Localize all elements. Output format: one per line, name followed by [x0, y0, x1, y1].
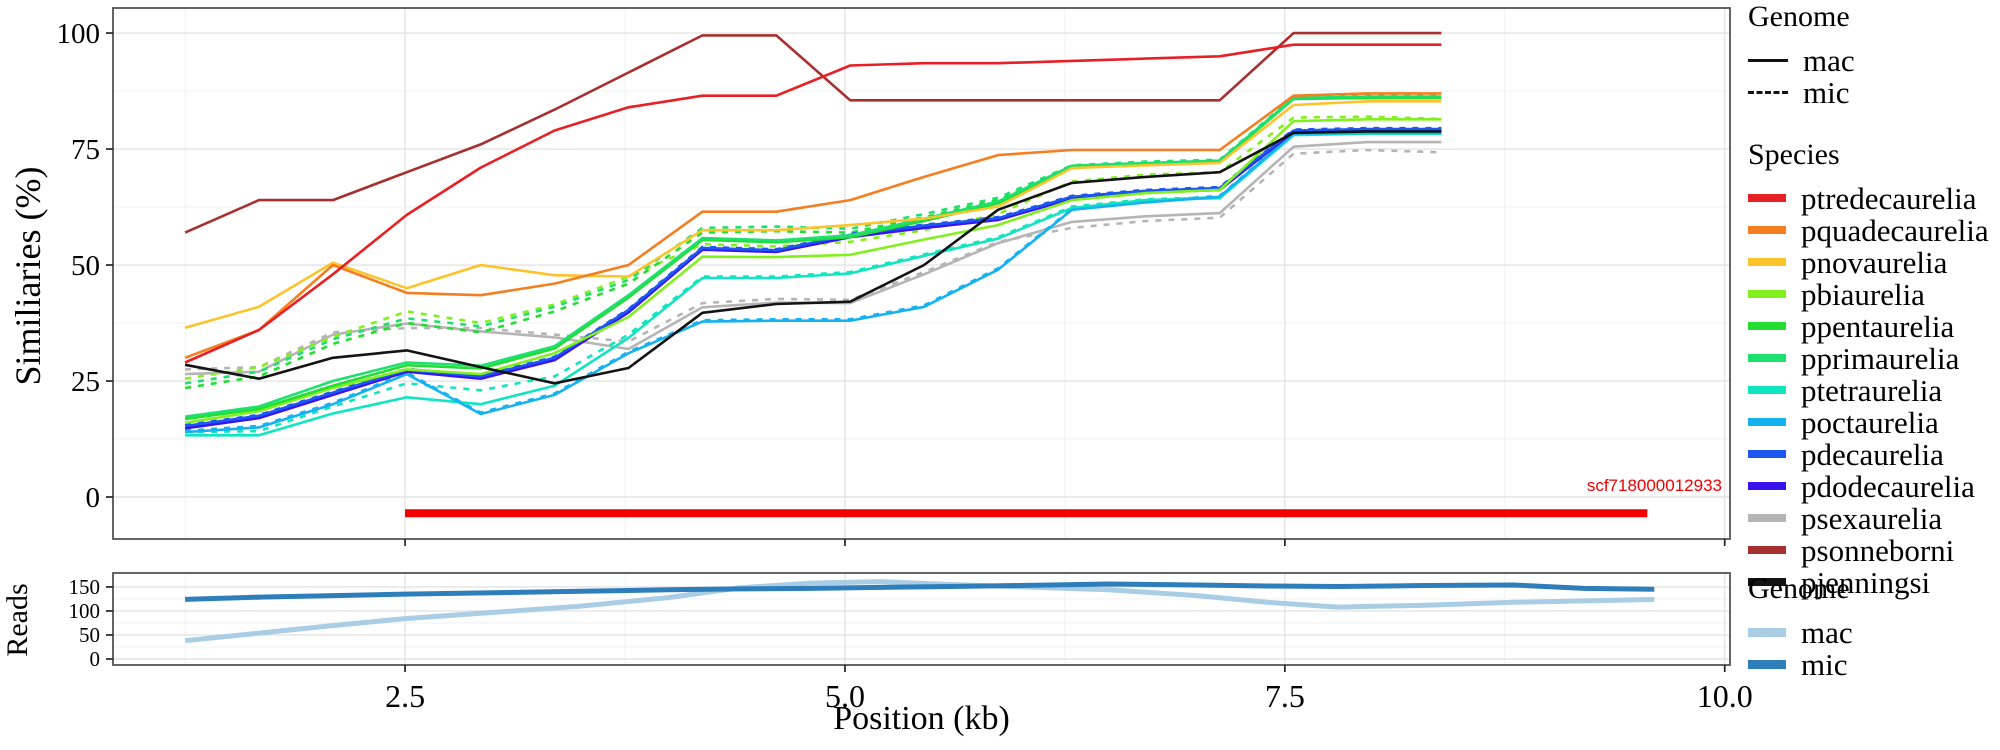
x-tick-label: 10.0: [1697, 678, 1753, 714]
legend-item-label: pquadecaurelia: [1801, 212, 1989, 248]
legend-item-label: ptredecaurelia: [1801, 180, 1977, 216]
legend-item-pprimaurelia: pprimaurelia: [1748, 342, 1998, 374]
color-key-icon: [1748, 627, 1786, 637]
legend-genome-linetype: Genome mac mic: [1748, 0, 1998, 108]
color-key-icon: [1748, 659, 1786, 669]
series-ptetraurelia-mic: [185, 131, 1442, 434]
legend-item-mic: mic: [1748, 648, 1998, 680]
scaffold-annotation-label: scf718000012933: [1586, 476, 1722, 495]
legend-genome-reads-items: mac mic: [1748, 616, 1998, 680]
legend-item-label: psonneborni: [1801, 532, 1955, 568]
legend-item-label: pprimaurelia: [1801, 340, 1960, 376]
color-key-icon: [1748, 386, 1786, 394]
y-tick-label: 0: [90, 647, 101, 671]
x-axis-title: Position (kb): [833, 700, 1010, 737]
legend-item-label: pdecaurelia: [1801, 436, 1944, 472]
legend-item-pnovaurelia: pnovaurelia: [1748, 246, 1998, 278]
color-key-icon: [1748, 482, 1786, 490]
panel-similarities: 0 25 50 75 100: [57, 7, 1731, 546]
legend-item-label: pbiaurelia: [1801, 276, 1925, 312]
y-tick-label: 75: [71, 134, 100, 166]
y-axis-title-reads: Reads: [1, 583, 34, 657]
legend-item-label: pjenningsi: [1801, 564, 1931, 600]
color-key-icon: [1748, 450, 1786, 458]
legend-item-ppentaurelia: ppentaurelia: [1748, 310, 1998, 342]
legend-item-pjenningsi: pjenningsi: [1748, 566, 1998, 598]
x-tick-label: 2.5: [385, 678, 425, 714]
legend-column: Genome mac mic Species ptredecaurelia pqua…: [1748, 0, 1998, 598]
color-key-icon: [1748, 418, 1786, 426]
color-key-icon: [1748, 258, 1786, 266]
series-pbiaurelia-mac: [184, 118, 1442, 425]
legend-item-label: pdodecaurelia: [1801, 468, 1975, 504]
legend-genome-reads-title: Genome: [1748, 572, 1850, 605]
dashed-line-key-icon: [1748, 90, 1788, 94]
legend-item-pdecaurelia: pdecaurelia: [1748, 438, 1998, 470]
solid-line-key-icon: [1748, 58, 1788, 62]
series-reads-mic: [185, 581, 1655, 602]
y-tick-label: 25: [71, 366, 100, 398]
x-tick-label: 7.5: [1265, 678, 1305, 714]
series-ptredecaurelia-mac: [184, 43, 1442, 364]
legend-item-ptetraurelia: ptetraurelia: [1748, 374, 1998, 406]
legend-item-pquadecaurelia: pquadecaurelia: [1748, 214, 1998, 246]
y-tick-label: 50: [79, 623, 100, 647]
legend-item-mac: mac: [1748, 44, 1998, 76]
legend-item-pdodecaurelia: pdodecaurelia: [1748, 470, 1998, 502]
color-key-icon: [1748, 354, 1786, 362]
color-key-icon: [1748, 194, 1786, 202]
y-tick-label: 100: [69, 599, 101, 623]
legend-item-pbiaurelia: pbiaurelia: [1748, 278, 1998, 310]
series-pdodecaurelia-mac: [184, 129, 1442, 430]
color-key-icon: [1748, 226, 1786, 234]
legend-item-label: pnovaurelia: [1801, 244, 1948, 280]
legend-item-label: mic: [1803, 74, 1850, 110]
legend-item-ptredecaurelia: ptredecaurelia: [1748, 182, 1998, 214]
x-tick-label: 5.0: [825, 678, 865, 714]
y-tick-label: 150: [69, 575, 101, 599]
color-key-icon: [1748, 322, 1786, 330]
legend-item-psexaurelia: psexaurelia: [1748, 502, 1998, 534]
color-key-icon: [1748, 514, 1786, 522]
series-poctaurelia-mac: [185, 131, 1442, 434]
legend-item-label: mic: [1801, 646, 1848, 682]
legend-genome-title: Genome: [1748, 0, 1850, 33]
series-pquadecaurelia-mac: [184, 92, 1442, 360]
legend-item-label: mac: [1801, 614, 1853, 650]
legend-species-title: Species: [1748, 138, 1840, 171]
legend-item-mic: mic: [1748, 76, 1998, 108]
legend-genome-items: mac mic: [1748, 44, 1998, 108]
legend-item-mac: mac: [1748, 616, 1998, 648]
series-pjenningsi-mac: [184, 130, 1442, 385]
legend-species: Species ptredecaurelia pquadecaurelia pnov…: [1748, 138, 1998, 598]
legend-genome-reads: Genome mac mic: [1748, 572, 1998, 680]
y-tick-label: 100: [57, 18, 101, 50]
color-key-icon: [1748, 290, 1786, 298]
series-psonneborni-mac: [184, 31, 1442, 234]
color-key-icon: [1748, 578, 1786, 586]
legend-item-psonneborni: psonneborni: [1748, 534, 1998, 566]
series-psexaurelia-mic: [185, 148, 1442, 371]
color-key-icon: [1748, 546, 1786, 554]
legend-item-poctaurelia: poctaurelia: [1748, 406, 1998, 438]
series-pprimaurelia-mac: [184, 95, 1442, 418]
legend-item-label: mac: [1803, 42, 1855, 78]
series-reads-mac: [184, 579, 1655, 644]
panel-border: [112, 572, 1731, 666]
panel-border: [112, 7, 1731, 540]
series-pnovaurelia-mac: [184, 100, 1442, 329]
y-axis-title-similarities: Similiaries (%): [8, 166, 48, 386]
y-tick-label: 50: [71, 250, 100, 282]
legend-item-label: ptetraurelia: [1801, 372, 1943, 408]
legend-item-label: psexaurelia: [1801, 500, 1943, 536]
y-tick-label: 0: [86, 482, 101, 514]
legend-item-label: poctaurelia: [1801, 404, 1939, 440]
legend-item-label: ppentaurelia: [1801, 308, 1955, 344]
legend-species-items: ptredecaurelia pquadecaurelia pnovaurelia p…: [1748, 182, 1998, 598]
scaffold-annotation-bar: [405, 509, 1648, 518]
